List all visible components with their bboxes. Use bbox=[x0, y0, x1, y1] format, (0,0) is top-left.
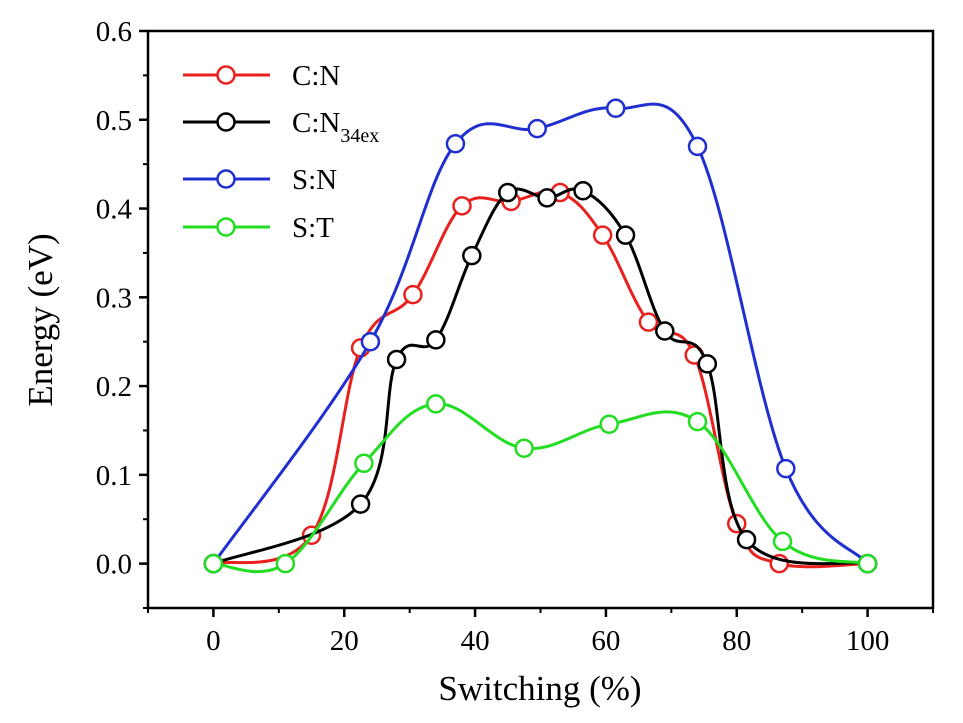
legend-label-main: S:N bbox=[292, 164, 337, 196]
data-point bbox=[537, 188, 557, 208]
data-point bbox=[462, 245, 482, 266]
data-point bbox=[350, 494, 371, 514]
y-axis-title: Energy (eV) bbox=[21, 233, 60, 406]
series-line bbox=[213, 189, 868, 569]
data-point bbox=[615, 225, 636, 245]
x-axis-title: Switching (%) bbox=[438, 669, 641, 708]
legend-entry: C:N34ex bbox=[183, 107, 379, 147]
data-point bbox=[426, 330, 446, 350]
x-tick-label: 100 bbox=[846, 625, 890, 657]
legend-label-subscript: 34ex bbox=[340, 125, 379, 147]
data-point bbox=[736, 529, 757, 550]
data-point bbox=[687, 411, 708, 432]
x-tick-label: 80 bbox=[722, 625, 751, 657]
y-tick-label: 0.0 bbox=[96, 549, 132, 581]
data-point bbox=[275, 553, 296, 574]
data-point bbox=[592, 225, 613, 245]
legend-label: C:N bbox=[292, 60, 340, 92]
y-tick-label: 0.2 bbox=[96, 371, 132, 403]
ticks-layer: 0 20 40 60 80 100 0.0 0.1 0.2 0.3 0.4 0.5 0.6 bbox=[96, 16, 934, 657]
data-point bbox=[527, 118, 547, 139]
legend-label-main: C:N bbox=[292, 107, 340, 139]
legend-label-main: C:N bbox=[292, 60, 340, 92]
data-point bbox=[772, 531, 793, 552]
data-point bbox=[599, 414, 619, 434]
data-point bbox=[857, 553, 878, 574]
data-point bbox=[426, 394, 446, 414]
x-tick-label: 60 bbox=[591, 625, 620, 657]
data-point bbox=[445, 133, 466, 154]
data-point bbox=[452, 196, 472, 216]
legend-marker bbox=[216, 217, 236, 237]
x-tick-label: 20 bbox=[330, 625, 359, 657]
data-point bbox=[605, 98, 626, 118]
x-tick-label: 40 bbox=[461, 625, 490, 657]
series-4 bbox=[203, 394, 878, 574]
data-point bbox=[203, 553, 224, 574]
y-tick-label: 0.5 bbox=[96, 105, 132, 137]
data-point bbox=[403, 284, 423, 305]
y-tick-label: 0.4 bbox=[96, 194, 133, 226]
y-tick-label: 0.3 bbox=[96, 282, 132, 314]
data-point bbox=[655, 321, 675, 341]
legend-label: S:N bbox=[292, 164, 337, 196]
data-point bbox=[514, 438, 534, 458]
legend-entry: S:N bbox=[183, 164, 337, 196]
legend-entry: S:T bbox=[183, 212, 334, 244]
data-point bbox=[776, 458, 796, 479]
x-tick-label: 0 bbox=[206, 625, 221, 657]
legend-marker bbox=[216, 112, 236, 132]
y-tick-label: 0.1 bbox=[96, 460, 132, 492]
data-point bbox=[697, 354, 718, 374]
legend-label: S:T bbox=[292, 212, 334, 244]
data-point bbox=[354, 453, 374, 474]
data-point bbox=[687, 136, 708, 157]
legend-label-main: S:T bbox=[292, 212, 334, 244]
y-tick-label: 0.6 bbox=[96, 16, 132, 48]
legend-marker bbox=[216, 169, 236, 189]
data-point bbox=[360, 331, 381, 352]
data-point bbox=[498, 182, 518, 203]
legend-label: C:N34ex bbox=[292, 107, 379, 147]
legend-entry: C:N bbox=[183, 60, 340, 92]
legend-marker bbox=[216, 65, 236, 85]
data-point bbox=[573, 181, 593, 201]
data-point bbox=[638, 312, 659, 332]
series-line bbox=[212, 187, 868, 566]
data-point bbox=[386, 349, 407, 370]
series-layer bbox=[203, 98, 878, 574]
